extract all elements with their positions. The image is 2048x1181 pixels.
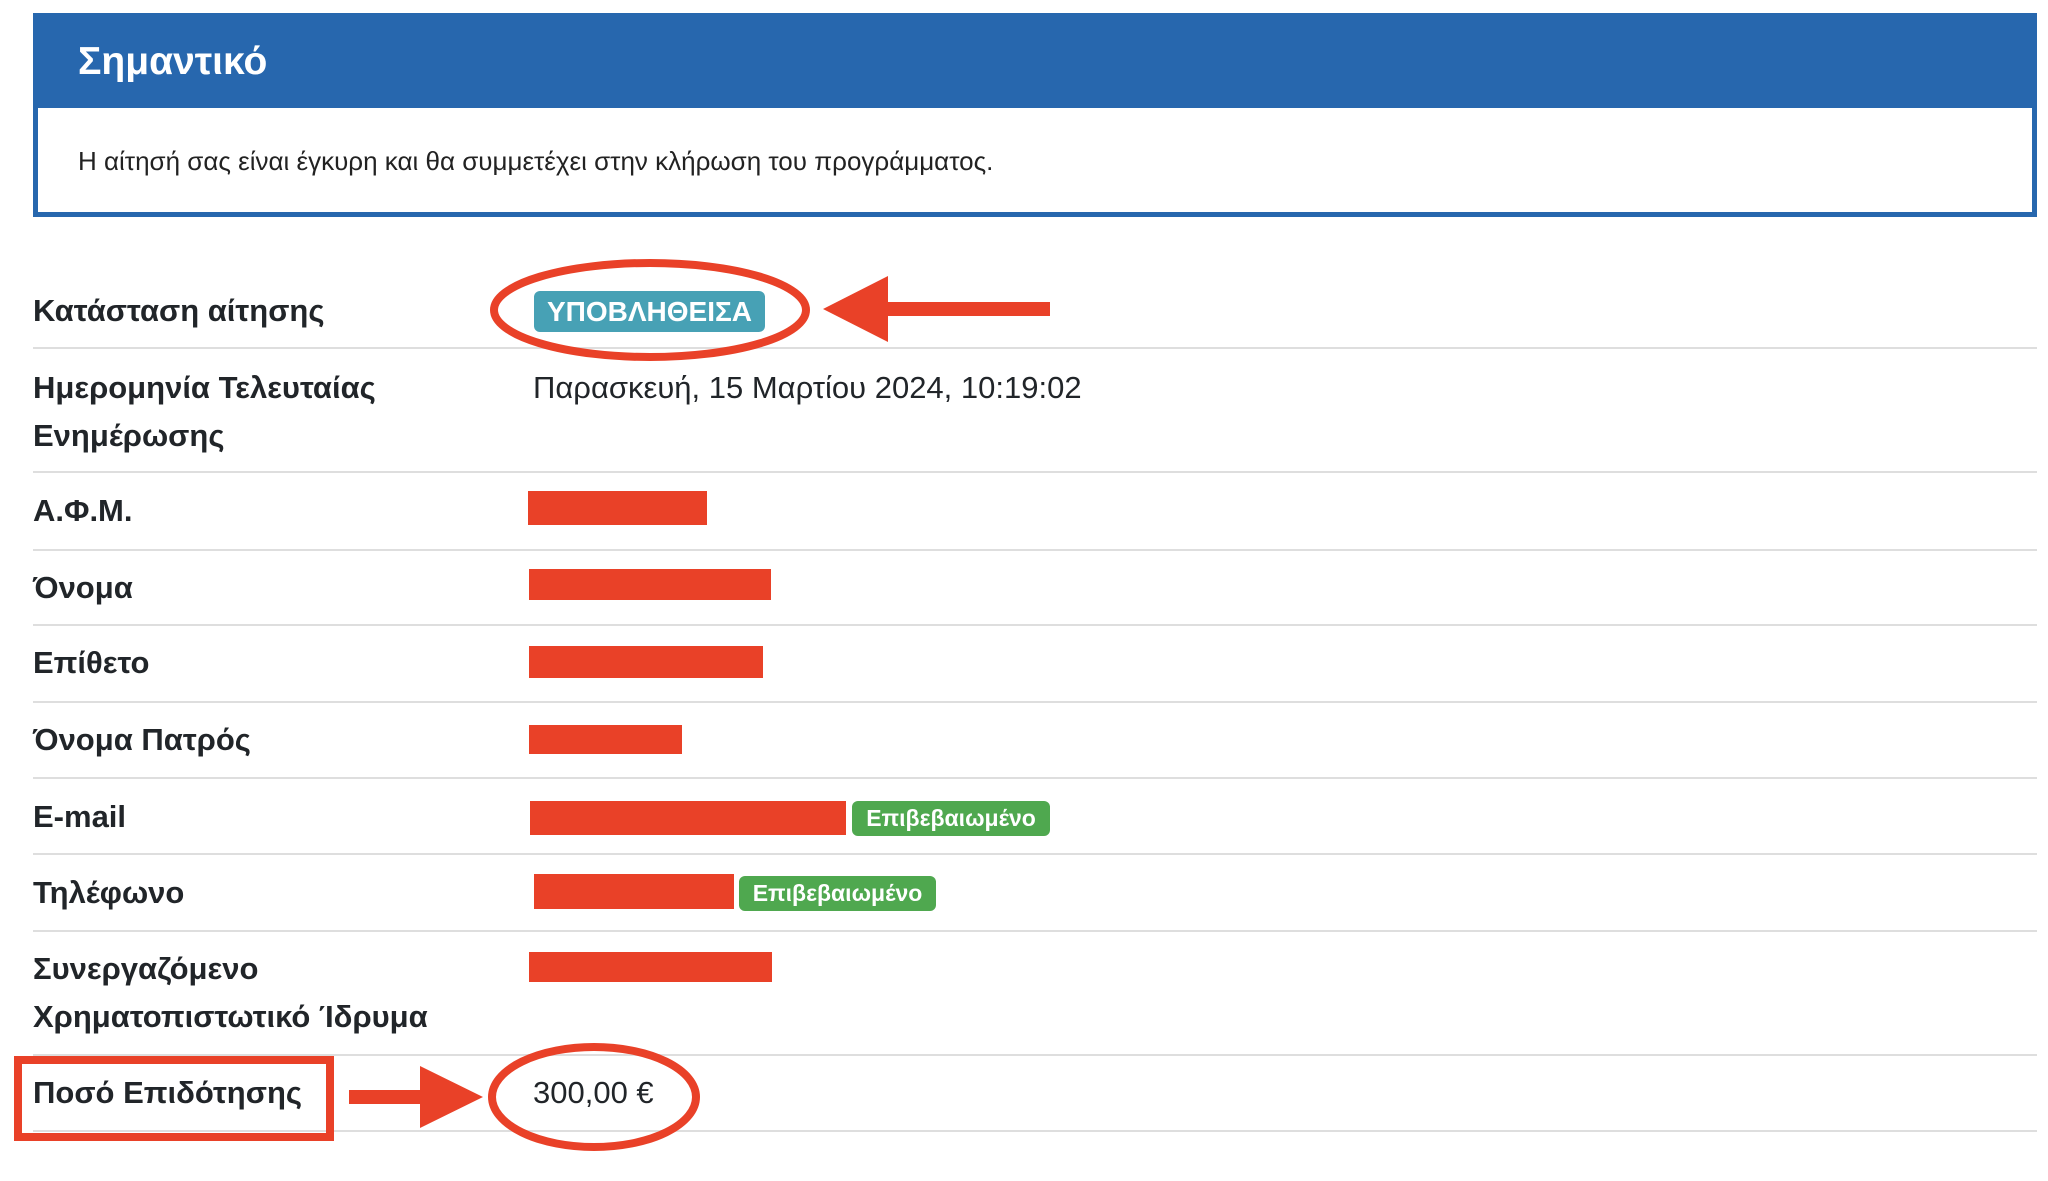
email-label: E-mail <box>33 799 127 834</box>
phone-label: Τηλέφωνο <box>33 875 185 910</box>
divider <box>33 701 2037 703</box>
amount-value: 300,00 € <box>533 1075 654 1110</box>
afm-redaction <box>528 491 707 525</box>
divider <box>33 1054 2037 1056</box>
last-update-label-line1: Ημερομηνία Τελευταίας <box>33 370 376 405</box>
divider <box>33 471 2037 473</box>
afm-label: Α.Φ.Μ. <box>33 493 133 528</box>
bank-redaction <box>529 952 772 982</box>
status-label: Κατάσταση αίτησης <box>33 293 325 328</box>
email-redaction <box>530 801 846 835</box>
last-update-value: Παρασκευή, 15 Μαρτίου 2024, 10:19:02 <box>533 370 1082 405</box>
father-name-redaction <box>529 725 682 754</box>
surname-redaction <box>529 646 763 678</box>
divider <box>33 930 2037 932</box>
status-arrow-icon <box>823 276 1050 342</box>
email-verified-badge: Επιβεβαιωμένο <box>852 801 1050 836</box>
surname-label: Επίθετο <box>33 645 150 680</box>
bank-label-line2: Χρηματοπιστωτικό Ίδρυμα <box>33 999 428 1034</box>
notice-title: Σημαντικό <box>78 40 268 83</box>
bank-label-line1: Συνεργαζόμενο <box>33 951 259 986</box>
divider <box>33 347 2037 349</box>
phone-verified-badge: Επιβεβαιωμένο <box>739 876 936 911</box>
name-redaction <box>529 569 771 600</box>
notice-message: Η αίτησή σας είναι έγκυρη και θα συμμετέ… <box>78 146 994 176</box>
status-badge: ΥΠΟΒΛΗΘΕΙΣΑ <box>534 291 765 332</box>
divider <box>33 777 2037 779</box>
divider <box>33 549 2037 551</box>
divider <box>33 624 2037 626</box>
amount-label: Ποσό Επιδότησης <box>33 1075 303 1110</box>
divider <box>33 853 2037 855</box>
name-label: Όνομα <box>33 570 133 605</box>
amount-arrow-icon <box>349 1066 483 1128</box>
divider <box>33 1130 2037 1132</box>
phone-redaction <box>534 874 734 909</box>
father-name-label: Όνομα Πατρός <box>33 722 251 757</box>
last-update-label-line2: Ενημέρωσης <box>33 418 225 453</box>
notice-header: Σημαντικό <box>38 18 2032 108</box>
important-notice-panel: Σημαντικό Η αίτησή σας είναι έγκυρη και … <box>33 13 2037 217</box>
